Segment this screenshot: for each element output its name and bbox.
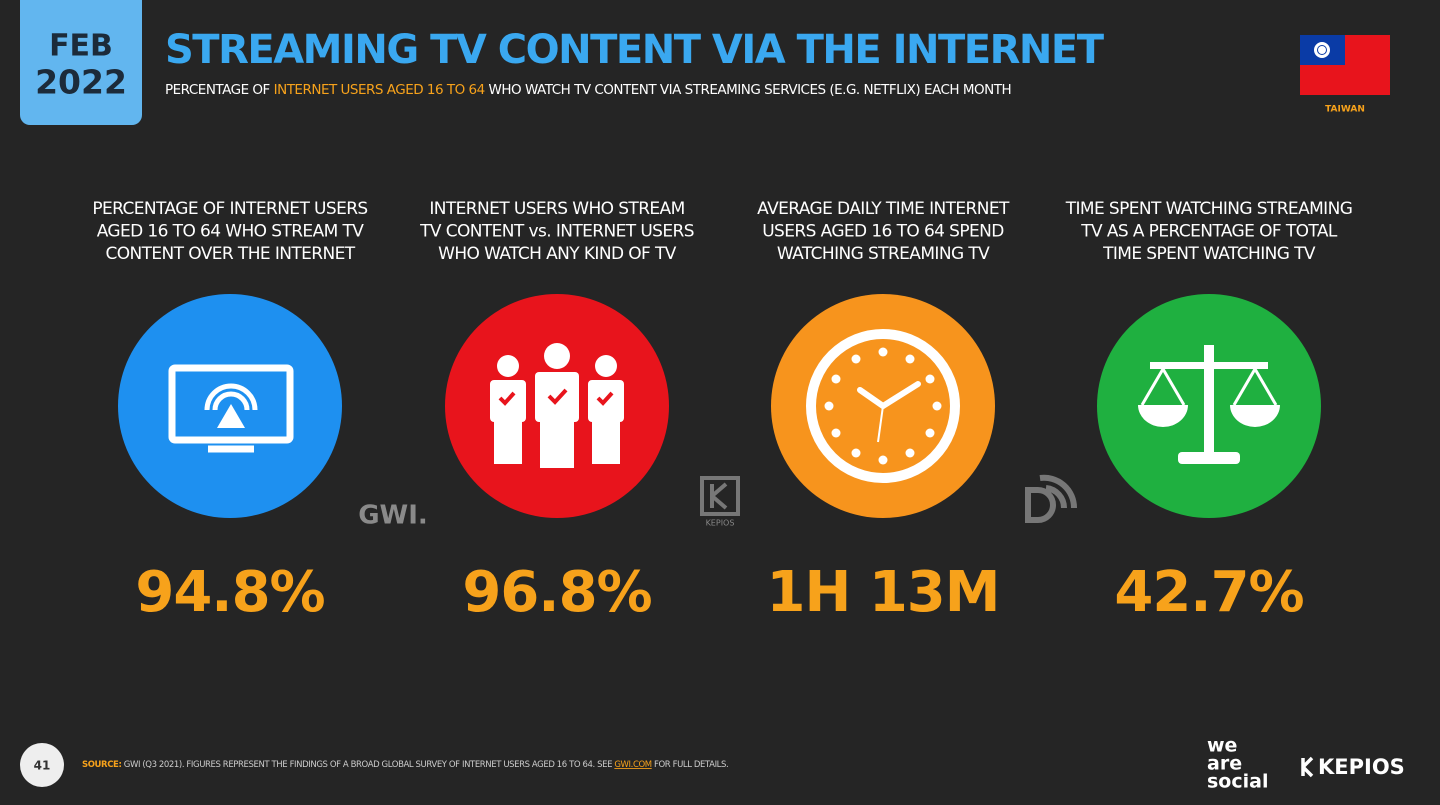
brand: KEPIOS <box>1318 755 1405 779</box>
source-text: FOR FULL DETAILS. <box>654 760 728 770</box>
card-label: TV AS A PERCENTAGE OF TOTAL <box>1080 222 1338 242</box>
kepios-mark <box>700 476 740 516</box>
date-box <box>20 0 142 125</box>
card-value: 42.7% <box>1114 560 1303 625</box>
subtitle-part: PERCENTAGE OF <box>165 82 270 98</box>
card-label: PERCENTAGE OF INTERNET USERS <box>92 199 367 219</box>
cards: PERCENTAGE OF INTERNET USERS AGED 16 TO 6… <box>92 199 1353 625</box>
source-label: SOURCE: <box>82 760 121 770</box>
date-month: FEB <box>49 29 113 64</box>
clock-icon <box>806 329 960 483</box>
flag <box>1300 35 1390 95</box>
card-label: WHO WATCH ANY KIND OF TV <box>438 244 677 264</box>
card-label: WATCHING STREAMING TV <box>777 244 990 264</box>
source-link[interactable]: GWI.COM <box>614 760 652 770</box>
card-label: TIME SPENT WATCHING STREAMING <box>1065 199 1353 219</box>
brand-line: are <box>1207 753 1242 775</box>
people-icon <box>490 343 624 468</box>
subtitle: PERCENTAGE OF INTERNET USERS AGED 16 TO … <box>165 82 1011 98</box>
page-number: 41 <box>34 759 51 773</box>
card-label: AGED 16 TO 64 WHO STREAM TV <box>97 222 365 242</box>
watermark: GWI. <box>358 501 428 531</box>
brand-line: social <box>1207 771 1268 793</box>
subtitle-part: WHO WATCH TV CONTENT VIA STREAMING SERVI… <box>489 82 1012 98</box>
tv-icon <box>168 364 294 453</box>
subtitle-highlight: INTERNET USERS AGED 16 TO 64 <box>274 82 485 98</box>
data-reportal-mark <box>1025 474 1078 523</box>
title: STREAMING TV CONTENT VIA THE INTERNET <box>165 27 1105 73</box>
kepios-logo-mark <box>1301 756 1314 778</box>
source-text: GWI (Q3 2021). FIGURES REPRESENT THE FIN… <box>124 760 612 770</box>
card-label: INTERNET USERS WHO STREAM <box>429 199 684 219</box>
card-label: TV CONTENT vs. INTERNET USERS <box>419 222 694 242</box>
scales-icon <box>1138 345 1280 464</box>
card-value: 1H 13M <box>767 560 1000 625</box>
watermark: KEPIOS <box>706 519 735 528</box>
page-badge <box>20 743 64 787</box>
date-year: 2022 <box>35 63 127 102</box>
brand-line: we <box>1207 735 1237 757</box>
card-label: CONTENT OVER THE INTERNET <box>105 244 355 264</box>
card-label: AVERAGE DAILY TIME INTERNET <box>757 199 1010 219</box>
country-label: TAIWAN <box>1325 105 1365 115</box>
card-value: 96.8% <box>462 560 651 625</box>
card-label: TIME SPENT WATCHING TV <box>1102 244 1316 264</box>
source: SOURCE: GWI (Q3 2021). FIGURES REPRESENT… <box>82 760 728 770</box>
card-label: USERS AGED 16 TO 64 SPEND <box>762 222 1004 242</box>
card-value: 94.8% <box>135 560 324 625</box>
